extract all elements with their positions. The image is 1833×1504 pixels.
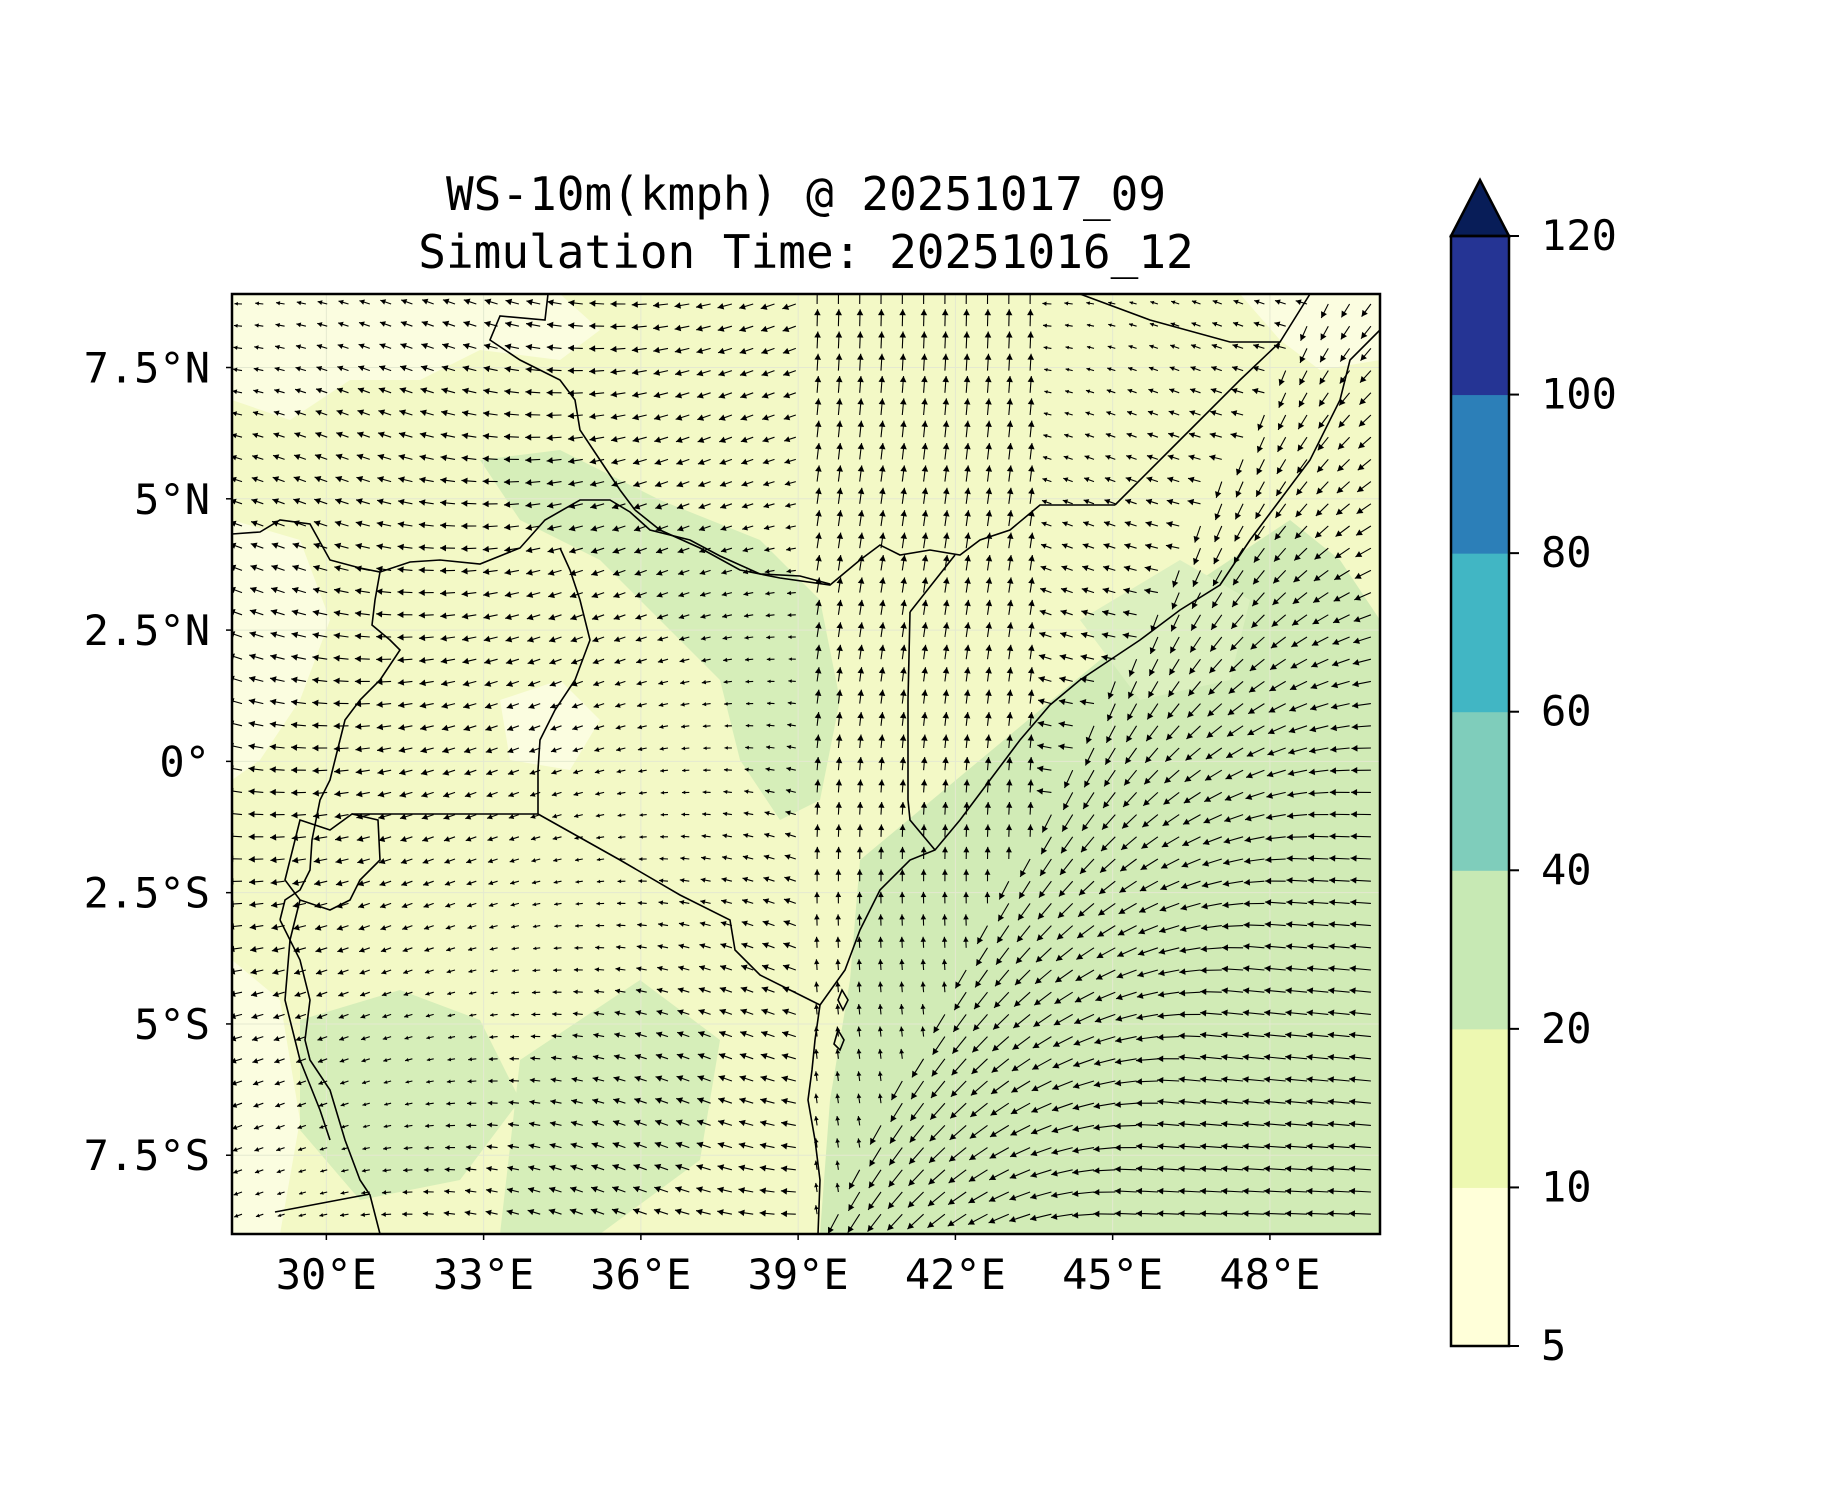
x-axis-ticks: 30°E 33°E 36°E 39°E 42°E 45°E 48°E — [276, 1234, 1321, 1299]
y-tick-label: 5°S — [134, 1000, 210, 1049]
title-line-2: Simulation Time: 20251016_12 — [418, 225, 1193, 279]
y-tick-label: 7.5°N — [84, 344, 210, 393]
y-tick-label: 5°N — [134, 475, 210, 524]
y-axis-ticks: 7.5°N 5°N 2.5°N 0° 2.5°S 5°S 7.5°S — [84, 344, 232, 1181]
y-tick-label: 2.5°S — [84, 869, 210, 918]
colorbar-segment — [1451, 236, 1509, 395]
colorbar-tick-label: 80 — [1541, 528, 1592, 577]
x-tick-label: 48°E — [1219, 1250, 1320, 1299]
colorbar-segment — [1451, 712, 1509, 871]
map-panel: 30°E 33°E 36°E 39°E 42°E 45°E 48°E 7.5°N 5°N 2.5… — [84, 287, 1380, 1299]
x-tick-label: 45°E — [1062, 1250, 1163, 1299]
y-tick-label: 0° — [159, 737, 210, 786]
x-tick-label: 39°E — [748, 1250, 849, 1299]
colorbar-tick-label: 40 — [1541, 845, 1592, 894]
colorbar-segment — [1451, 870, 1509, 1029]
colorbar-segment — [1451, 1187, 1509, 1346]
colorbar-tick-label: 120 — [1541, 211, 1617, 260]
colorbar-segment — [1451, 395, 1509, 554]
title-line-1: WS-10m(kmph) @ 20251017_09 — [446, 167, 1166, 221]
colorbar-tick-label: 5 — [1541, 1321, 1566, 1370]
colorbar-segment — [1451, 1029, 1509, 1188]
colorbar-tick-label: 20 — [1541, 1004, 1592, 1053]
x-tick-label: 30°E — [276, 1250, 377, 1299]
x-tick-label: 42°E — [905, 1250, 1006, 1299]
x-tick-label: 33°E — [433, 1250, 534, 1299]
y-tick-label: 2.5°N — [84, 606, 210, 655]
y-tick-label: 7.5°S — [84, 1131, 210, 1180]
colorbar-extend-arrow — [1451, 180, 1509, 236]
x-tick-label: 36°E — [590, 1250, 691, 1299]
colorbar: 5 10 20 40 60 80 100 120 — [1451, 180, 1617, 1370]
colorbar-tick-label: 10 — [1541, 1162, 1592, 1211]
colorbar-tick-label: 100 — [1541, 370, 1617, 419]
colorbar-segment — [1451, 553, 1509, 712]
colorbar-tick-label: 60 — [1541, 687, 1592, 736]
